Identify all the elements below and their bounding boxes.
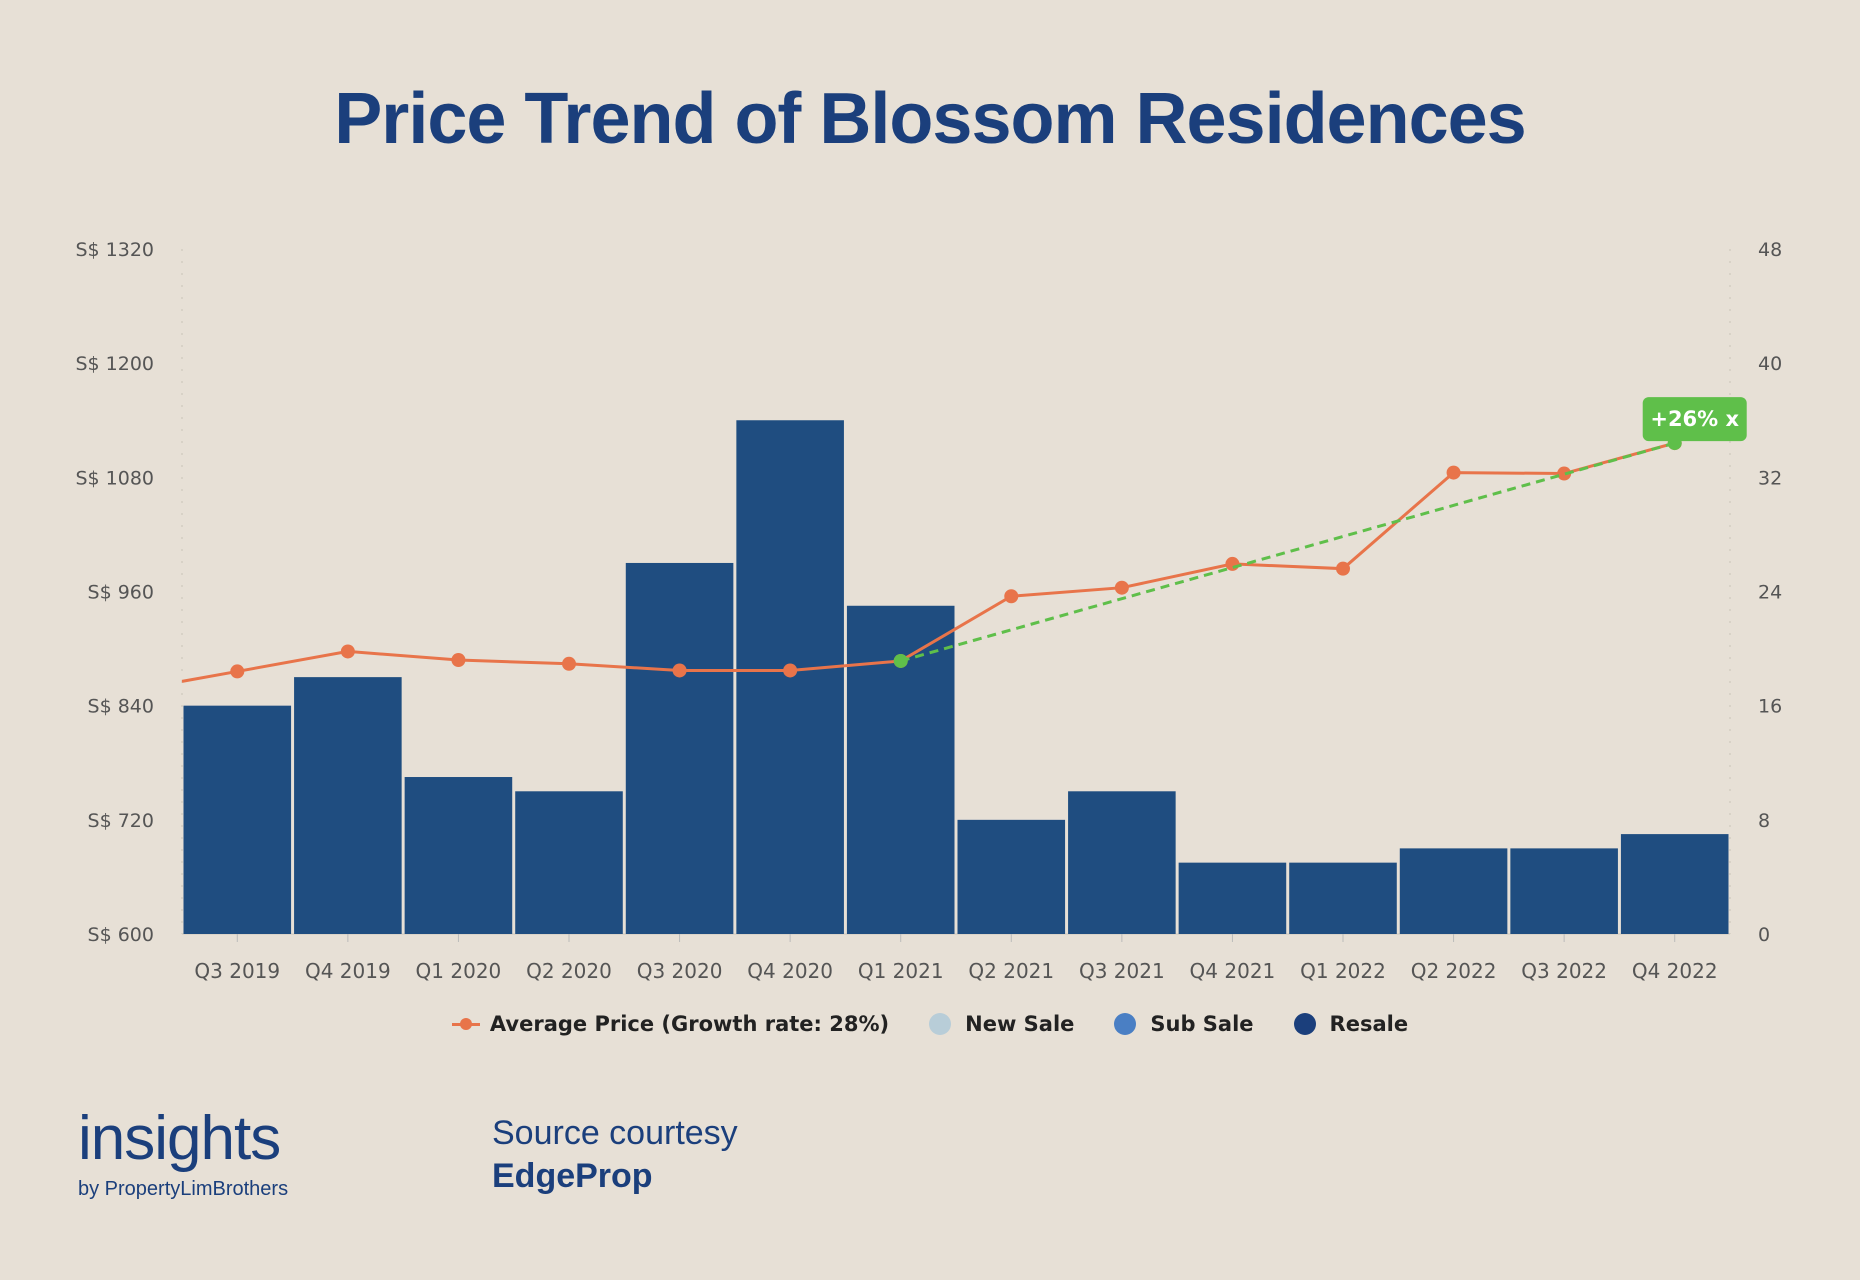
x-axis-tick-label: Q2 2021: [968, 959, 1054, 983]
line-point: [340, 644, 355, 659]
x-axis-tick-label: Q3 2019: [194, 959, 280, 983]
x-axis-ticks: Q3 2019 Q4 2019 Q1 2020 Q2 2020 Q3 2020 Q4 20…: [194, 934, 1718, 983]
bar: [1178, 862, 1287, 934]
legend-label-sub-sale: Sub Sale: [1150, 1012, 1254, 1036]
x-axis-tick-label: Q3 2022: [1521, 959, 1607, 983]
axes: S$ 1320 S$ 1200 S$ 1080 S$ 960 S$ 840 S$ 720 S…: [75, 239, 1782, 946]
bar: [515, 791, 623, 934]
left-axis-tick-label: S$ 1320: [75, 239, 154, 261]
legend-label-average-price: Average Price (Growth rate: 28%): [489, 1012, 890, 1036]
x-axis-tick-label: Q3 2020: [637, 959, 723, 983]
bar: [1510, 848, 1618, 934]
x-axis-tick-label: Q1 2020: [416, 959, 502, 983]
x-axis-tick-label: Q1 2021: [858, 959, 944, 983]
left-axis-tick-label: S$ 720: [88, 810, 154, 832]
right-axis-tick-label: 24: [1758, 582, 1782, 604]
bar: [1620, 834, 1729, 934]
line-point: [451, 653, 466, 667]
growth-badge-label: +26% x: [1650, 407, 1739, 431]
x-axis-tick-label: Q1 2022: [1300, 959, 1386, 983]
bar: [1289, 862, 1397, 934]
brand-logo: insights by PropertyLimBrothers: [78, 1108, 288, 1201]
line-point: [230, 664, 245, 679]
trend-start-point: [893, 653, 908, 668]
legend-item-resale[interactable]: Resale: [1293, 1012, 1409, 1036]
x-axis-tick-label: Q2 2022: [1411, 959, 1497, 983]
trend-line: +26% x: [893, 397, 1747, 668]
legend: Average Price (Growth rate: 28%) New Sal…: [0, 1012, 1860, 1036]
right-axis-tick-label: 16: [1758, 696, 1782, 718]
chart-title: Price Trend of Blossom Residences: [334, 79, 1526, 159]
right-axis-tick-label: 8: [1758, 810, 1770, 832]
trend-dashed-line: [900, 441, 1676, 663]
right-axis-tick-label: 48: [1758, 239, 1782, 261]
line-point: [672, 663, 687, 678]
left-axis-tick-label: S$ 600: [88, 924, 154, 946]
line-point: [783, 663, 798, 678]
x-axis-tick-label: Q4 2022: [1632, 959, 1718, 983]
brand-word: insights: [78, 1104, 281, 1173]
source-credit: Source courtesy EdgeProp: [492, 1114, 738, 1196]
bar: [294, 677, 402, 934]
line-point: [1446, 465, 1461, 480]
right-axis-tick-label: 32: [1758, 467, 1782, 489]
x-axis-tick-label: Q4 2019: [305, 959, 391, 983]
legend-item-sub-sale[interactable]: Sub Sale: [1114, 1012, 1254, 1036]
line-point: [1557, 466, 1572, 481]
legend-item-new-sale[interactable]: New Sale: [929, 1012, 1074, 1036]
bar: [183, 705, 292, 934]
left-axis-tick-label: S$ 1080: [75, 467, 154, 489]
x-axis-tick-label: Q4 2021: [1190, 959, 1276, 983]
x-axis-tick-label: Q4 2020: [747, 959, 833, 983]
bar: [1399, 848, 1508, 934]
line-marker-icon: [451, 1013, 480, 1035]
bar: [957, 819, 1066, 934]
growth-badge-pointer: [1668, 441, 1681, 448]
bar: [1068, 791, 1176, 934]
x-axis-tick-label: Q2 2020: [526, 959, 612, 983]
source-name: EdgeProp: [492, 1157, 653, 1195]
left-axis-tick-label: S$ 1200: [75, 353, 154, 375]
legend-label-new-sale: New Sale: [965, 1012, 1075, 1036]
legend-label-resale: Resale: [1329, 1012, 1409, 1036]
growth-badge: [1642, 397, 1747, 442]
line-point: [1004, 589, 1019, 604]
right-axis-tick-label: 40: [1758, 353, 1782, 375]
line-point: [1114, 580, 1129, 595]
line-point: [562, 656, 576, 671]
bar: [404, 777, 513, 934]
x-axis-tick-label: Q3 2021: [1079, 959, 1165, 983]
left-axis-tick-label: S$ 960: [88, 582, 154, 604]
line-point: [1225, 556, 1240, 571]
source-label: Source courtesy: [492, 1114, 738, 1152]
resale-dot-icon: [1293, 1013, 1316, 1035]
new-sale-dot-icon: [929, 1013, 952, 1035]
line-point: [1336, 561, 1350, 576]
bar-series: [183, 420, 1729, 934]
bar: [625, 562, 734, 934]
right-axis-tick-label: 0: [1758, 924, 1770, 946]
left-axis-tick-label: S$ 840: [88, 696, 154, 718]
sub-sale-dot-icon: [1114, 1013, 1137, 1035]
legend-item-average-price[interactable]: Average Price (Growth rate: 28%): [451, 1012, 890, 1036]
brand-subtitle: by PropertyLimBrothers: [78, 1178, 289, 1200]
